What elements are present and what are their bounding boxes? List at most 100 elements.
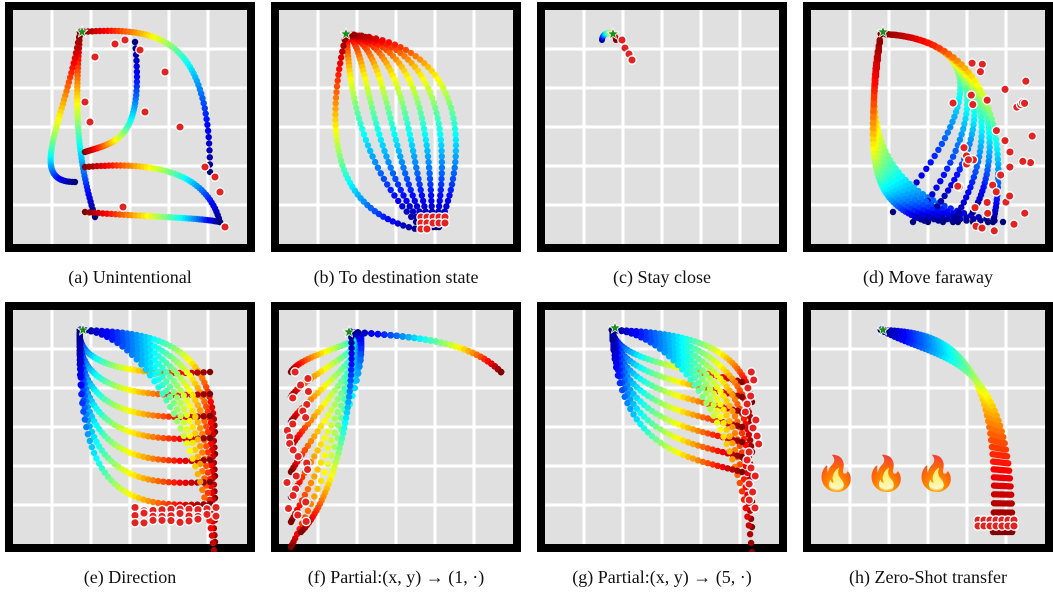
trajectory-point (941, 47, 948, 55)
trajectory-point (382, 94, 389, 102)
trajectory-point (906, 34, 914, 41)
trajectory-point (434, 115, 441, 122)
endpoint-marker (292, 510, 303, 520)
trajectory-point (358, 345, 365, 353)
trajectory-point (694, 398, 702, 405)
trajectory-point (124, 347, 131, 354)
trajectory-point (392, 175, 399, 183)
trajectory-point (348, 355, 355, 363)
trajectory-point (72, 49, 80, 57)
trajectory-point (186, 402, 194, 409)
trajectory-point (345, 393, 353, 400)
trajectory-point (876, 39, 883, 47)
trajectory-point (197, 442, 204, 450)
trajectory-point (1008, 491, 1015, 498)
trajectory-point (183, 411, 191, 418)
trajectory-point (710, 401, 717, 408)
trajectory-point (365, 89, 372, 97)
trajectory-point (182, 479, 189, 486)
trajectory-point (944, 187, 952, 194)
start-star-icon (339, 26, 353, 40)
trajectory-point (400, 222, 407, 229)
trajectory-point (407, 186, 414, 194)
trajectory-point (81, 416, 89, 423)
trajectory-point (333, 132, 340, 139)
trajectory-point (333, 137, 341, 145)
trajectory-point (948, 182, 955, 189)
trajectory-point (416, 181, 423, 188)
trajectory-point (200, 413, 207, 420)
trajectory-point (324, 396, 332, 403)
endpoint-marker (291, 471, 302, 481)
trajectory-point (336, 445, 343, 452)
trajectory-point (338, 435, 346, 442)
trajectory-point (970, 117, 978, 124)
trajectory-point (155, 412, 162, 420)
fire-icon: 🔥 (915, 454, 958, 494)
trajectory-point (384, 215, 392, 223)
trajectory-point (680, 451, 687, 459)
trajectory-point (77, 381, 84, 388)
trajectory-point (438, 170, 445, 177)
trajectory-point (346, 388, 353, 395)
trajectory-point (1008, 500, 1015, 507)
trajectory-point (357, 351, 365, 358)
trajectory-point (360, 131, 368, 138)
trajectory-point (341, 425, 348, 432)
trajectory-point (334, 142, 341, 150)
trajectory-point (192, 413, 199, 420)
trajectory-point (206, 147, 213, 154)
trajectory-point (723, 440, 730, 448)
trajectory-point (972, 168, 979, 176)
trajectory-point (335, 71, 342, 79)
endpoint-marker (991, 186, 1002, 197)
trajectory-point (720, 420, 727, 427)
trajectory-point (145, 454, 152, 461)
trajectory-point (970, 121, 977, 129)
trajectory-point (699, 443, 707, 451)
caption-e: (e) Direction (83, 567, 177, 587)
trajectory-point (738, 438, 746, 446)
trajectory-point (452, 136, 460, 144)
trajectory-point (710, 390, 717, 397)
trajectory-point (142, 366, 149, 373)
trajectory-point (874, 57, 881, 64)
trajectory-point (165, 435, 172, 442)
trajectory-point (365, 33, 373, 41)
trajectory-point (985, 125, 992, 132)
trajectory-point (726, 417, 733, 425)
trajectory-point (919, 37, 926, 44)
trajectory-point (359, 125, 366, 133)
trajectory-point (428, 197, 435, 205)
trajectory-point (189, 455, 196, 462)
trajectory-point (869, 125, 876, 133)
trajectory-point (176, 457, 183, 464)
trajectory-point (399, 333, 406, 340)
trajectory-point (954, 218, 962, 226)
trajectory-point (189, 423, 196, 431)
trajectory-point (680, 379, 687, 387)
trajectory-point (307, 438, 315, 445)
endpoint-marker (160, 67, 170, 77)
trajectory-point (204, 489, 212, 496)
trajectory-point (206, 368, 214, 376)
trajectory-point (426, 175, 434, 183)
trajectory-point (685, 439, 692, 446)
trajectory-point (384, 181, 391, 188)
trajectory-point (204, 127, 212, 134)
trajectory-point (414, 99, 422, 107)
trajectory-point (311, 473, 318, 480)
trajectory-point (1003, 453, 1011, 460)
endpoint-marker (744, 447, 754, 457)
trajectory-point (165, 413, 172, 420)
trajectory-point (717, 401, 724, 408)
endpoint-marker (80, 97, 90, 107)
trajectory-point (713, 383, 721, 391)
trajectory-point (324, 460, 332, 468)
endpoint-marker (948, 98, 958, 108)
trajectory-point (70, 59, 77, 67)
trajectory-point (396, 89, 403, 97)
trajectory-point (201, 494, 208, 501)
trajectory-point (675, 449, 682, 457)
endpoint-marker (1004, 191, 1015, 201)
